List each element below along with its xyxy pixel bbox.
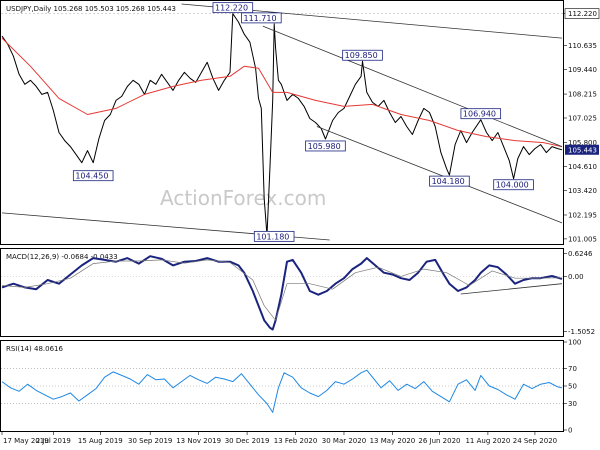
price-ohlc: 105.268 105.503 105.268 105.443 — [54, 5, 176, 13]
price-label-box-5 — [72, 170, 114, 182]
price-trendline-4 — [262, 25, 563, 147]
macd-y-tick-label: -1.5052 — [568, 328, 595, 336]
price-y-tick-label: 109.440 — [568, 66, 597, 74]
price-label-box-2 — [342, 49, 383, 61]
price-label: 101.180 — [256, 232, 289, 241]
price-y-tick-label: 103.420 — [568, 187, 597, 195]
last-price-label: 105.443 — [568, 146, 597, 154]
price-y-tick-label: 104.610 — [568, 163, 597, 171]
price-y-tick-label: 102.195 — [568, 211, 597, 219]
x-tick-label: 15 Aug 2019 — [78, 437, 123, 445]
rsi-title: RSI(14) 48.0616 — [6, 345, 63, 353]
rsi-title-name: RSI(14) — [6, 345, 32, 353]
macd-title: MACD(12,26,9) -0.0684 -0.0433 — [6, 253, 118, 261]
price-label-box-1 — [241, 12, 282, 24]
price-label: 109.850 — [345, 51, 378, 60]
price-y-tick-label: 112.220 — [568, 10, 597, 18]
macd-values: -0.0684 -0.0433 — [61, 253, 117, 261]
price-label: 111.710 — [243, 14, 276, 23]
price-y-tick-label: 107.025 — [568, 114, 597, 122]
moving-average-line — [1, 37, 563, 148]
rsi-y-tick-label: 30 — [568, 400, 577, 408]
rsi-y-tick-label: 100 — [568, 339, 581, 347]
price-title: USDJPY,Daily 105.268 105.503 105.268 105… — [6, 5, 176, 13]
rsi-y-tick-label: 0 — [568, 427, 572, 435]
x-tick-label: 26 Jun 2020 — [418, 437, 460, 445]
rsi-line — [1, 369, 563, 413]
price-label: 105.980 — [308, 142, 341, 151]
price-label: 104.180 — [432, 177, 465, 186]
price-label-box-3 — [460, 108, 502, 120]
price-title-name: USDJPY,Daily — [6, 5, 51, 13]
price-label-box-4 — [305, 140, 346, 152]
price-high-box — [564, 8, 600, 19]
x-tick-label: 24 Sep 2020 — [513, 437, 557, 445]
price-line — [1, 13, 563, 236]
price-trendline-5 — [316, 126, 563, 224]
price-label: 112.220 — [215, 4, 248, 13]
price-y-tick-label: 101.005 — [568, 235, 597, 243]
price-panel — [0, 0, 564, 245]
price-y-tick-label: 110.635 — [568, 42, 597, 50]
macd-line — [1, 255, 563, 331]
price-label: 106.940 — [463, 110, 496, 119]
x-tick-label: 13 May 2020 — [370, 437, 416, 445]
rsi-y-tick-label: 50 — [568, 383, 577, 391]
price-label-box-7 — [493, 179, 534, 191]
x-tick-label: 2 Jul 2019 — [36, 437, 71, 445]
x-tick-label: 30 Dec 2019 — [225, 437, 270, 445]
macd-y-tick-label: 0.6246 — [568, 250, 593, 258]
last-price-box — [565, 144, 599, 155]
x-tick-label: 11 Aug 2020 — [465, 437, 510, 445]
price-label: 104.000 — [496, 181, 529, 190]
price-y-tick-label: 108.215 — [568, 91, 597, 99]
x-tick-label: 17 May 2019 — [3, 437, 49, 445]
price-y-tick-label: 105.800 — [568, 139, 597, 147]
signal-line — [1, 259, 563, 321]
macd-title-name: MACD(12,26,9) — [6, 253, 59, 261]
x-tick-label: 13 Feb 2020 — [274, 437, 318, 445]
x-tick-label: 13 Nov 2019 — [176, 437, 221, 445]
price-label: 104.450 — [75, 172, 108, 181]
macd-trendline — [460, 283, 563, 295]
x-tick-label: 30 Sep 2019 — [128, 437, 172, 445]
x-tick-label: 30 Mar 2020 — [322, 437, 366, 445]
macd-y-tick-label: 0.00 — [568, 273, 584, 281]
rsi-panel — [0, 340, 564, 432]
watermark: ActionForex.com — [160, 186, 326, 210]
price-label-box-6 — [429, 175, 470, 187]
price-label-box-8 — [253, 230, 295, 242]
price-label-box-0 — [212, 2, 254, 14]
rsi-y-tick-label: 70 — [568, 365, 577, 373]
rsi-value: 48.0616 — [34, 345, 63, 353]
